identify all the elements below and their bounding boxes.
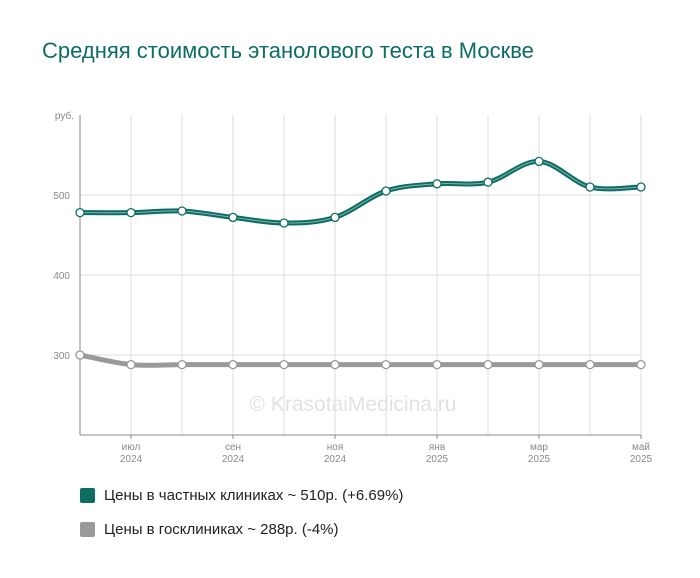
- y-unit-label: руб.: [55, 110, 74, 122]
- chart-title: Средняя стоимость этанолового теста в Мо…: [42, 38, 534, 63]
- data-point-public[interactable]: [534, 359, 544, 370]
- watermark: © KrasotaiMedicina.ru: [250, 393, 457, 416]
- data-point-private[interactable]: [483, 177, 493, 187]
- x-tick-label-month: июл: [122, 442, 141, 453]
- data-point-public[interactable]: [126, 359, 136, 370]
- data-point-public[interactable]: [177, 359, 187, 370]
- series-line-private: [77, 158, 644, 226]
- data-point-public[interactable]: [585, 359, 595, 370]
- data-points: [75, 156, 646, 370]
- data-point-private[interactable]: [279, 218, 289, 228]
- x-tick-label-year: 2024: [324, 454, 347, 465]
- x-tick-label-year: 2024: [120, 454, 143, 465]
- data-point-private[interactable]: [330, 212, 340, 223]
- legend-label-private: Цены в частных клиниках ~ 510р. (+6.69%): [104, 486, 404, 504]
- x-tick-label-month: мар: [530, 442, 548, 453]
- y-tick-label: 300: [53, 351, 70, 362]
- data-point-private[interactable]: [126, 207, 136, 218]
- y-tick-label: 400: [53, 271, 70, 282]
- data-point-private[interactable]: [75, 207, 85, 218]
- data-point-public[interactable]: [330, 359, 340, 370]
- data-point-public[interactable]: [483, 359, 493, 370]
- x-tick-label-year: 2025: [426, 454, 449, 465]
- data-point-public[interactable]: [432, 359, 442, 370]
- x-tick-label-year: 2025: [528, 454, 551, 465]
- x-tick-label-year: 2024: [222, 454, 245, 465]
- data-point-public[interactable]: [279, 359, 289, 370]
- data-point-private[interactable]: [228, 212, 238, 223]
- x-tick-label-month: май: [632, 442, 650, 453]
- data-point-public[interactable]: [381, 359, 391, 370]
- legend: Цены в частных клиниках ~ 510р. (+6.69%)…: [80, 484, 403, 552]
- legend-swatch-public: [80, 521, 95, 537]
- axes: 300400500руб.июл2024сен2024ноя2024янв202…: [53, 110, 652, 465]
- legend-item-private[interactable]: Цены в частных клиниках ~ 510р. (+6.69%): [80, 484, 403, 506]
- data-point-private[interactable]: [534, 156, 544, 167]
- legend-swatch-private: [80, 487, 95, 503]
- data-point-public[interactable]: [228, 359, 238, 370]
- legend-item-public[interactable]: Цены в госклиниках ~ 288р. (-4%): [80, 518, 403, 540]
- data-point-public[interactable]: [75, 350, 85, 360]
- x-tick-label-month: ноя: [327, 442, 344, 453]
- series-line-public: [77, 352, 644, 368]
- series-lines: [77, 158, 644, 368]
- data-point-public[interactable]: [636, 359, 646, 370]
- y-tick-label: 500: [53, 191, 70, 202]
- x-tick-label-month: янв: [429, 442, 445, 453]
- grid-lines: [79, 115, 642, 435]
- data-point-private[interactable]: [636, 182, 646, 192]
- data-point-private[interactable]: [177, 206, 187, 216]
- x-tick-label-year: 2025: [630, 454, 653, 465]
- data-point-private[interactable]: [585, 182, 595, 192]
- data-point-private[interactable]: [432, 179, 442, 189]
- x-tick-label-month: сен: [225, 442, 241, 453]
- legend-label-public: Цены в госклиниках ~ 288р. (-4%): [104, 520, 339, 538]
- data-point-private[interactable]: [381, 186, 391, 196]
